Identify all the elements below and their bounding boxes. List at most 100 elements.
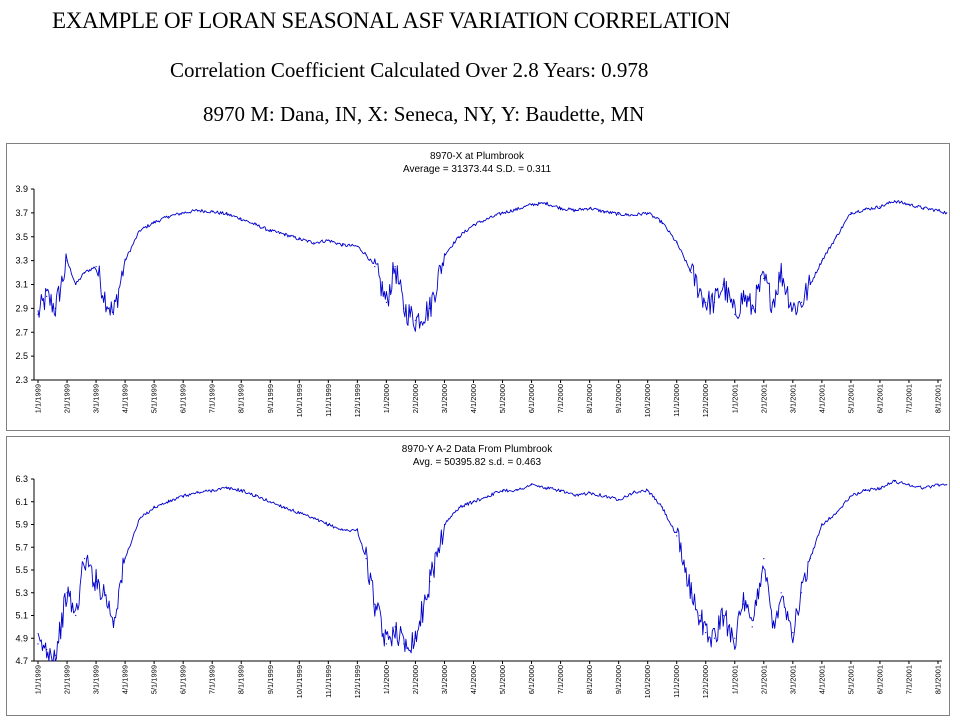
x-tick-label: 6/1/2000 (527, 384, 536, 413)
x-tick-label: 4/1/2001 (817, 384, 826, 413)
data-point (472, 224, 475, 226)
data-point (356, 245, 358, 247)
x-tick-label: 4/1/2001 (817, 665, 826, 694)
data-point (284, 233, 286, 235)
data-point (632, 214, 634, 216)
data-point (46, 649, 48, 651)
x-tick-label: 4/1/2000 (469, 384, 478, 413)
data-point (104, 295, 106, 297)
data-point (197, 492, 199, 494)
data-point (530, 203, 533, 206)
data-point (699, 614, 701, 617)
data-point (168, 215, 170, 218)
x-tick-label: 3/1/2000 (440, 665, 449, 694)
x-tick-label: 6/1/2001 (875, 665, 884, 694)
y-tick-label: 5.7 (15, 542, 28, 552)
chart-x-svg: 8970-X at Plumbrook Average = 31373.44 S… (15, 151, 948, 417)
data-point (472, 501, 475, 503)
x-tick-label: 4/1/2000 (469, 665, 478, 694)
data-point (821, 260, 823, 262)
data-point (240, 489, 242, 491)
data-point (139, 230, 141, 232)
data-point (946, 212, 948, 214)
chart-title: 8970-X at Plumbrook (430, 151, 525, 162)
x-tick-label: 2/1/2001 (759, 665, 768, 694)
data-point (443, 523, 446, 526)
data-point (429, 307, 431, 309)
y-tick-label: 3.7 (15, 208, 28, 218)
data-point (809, 558, 811, 560)
data-point (713, 637, 716, 639)
x-tick-label: 1/1/1999 (34, 384, 43, 413)
data-point (342, 244, 344, 246)
y-tick-label: 5.1 (15, 611, 28, 621)
data-point (269, 230, 271, 232)
data-point (690, 592, 692, 594)
data-point (734, 637, 736, 639)
x-tick-label: 3/1/2001 (788, 384, 797, 413)
data-point (414, 637, 416, 639)
data-point (530, 484, 533, 486)
x-tick-label: 7/1/2000 (556, 384, 565, 413)
x-tick-label: 5/1/2001 (846, 384, 855, 413)
y-tick-label: 6.3 (15, 474, 28, 484)
series-line (37, 200, 948, 332)
data-point (66, 260, 68, 262)
x-tick-label: 8/1/2000 (585, 384, 594, 413)
x-tick-label: 7/1/2001 (904, 665, 913, 694)
chart-panel-x: 8970-X at Plumbrook Average = 31373.44 S… (6, 143, 950, 431)
data-point (313, 518, 315, 520)
data-point (37, 313, 39, 315)
data-point (937, 209, 939, 212)
x-tick-label: 5/1/2000 (498, 384, 507, 413)
x-tick-label: 6/1/2000 (527, 665, 536, 694)
x-tick-label: 2/1/2000 (411, 665, 420, 694)
y-tick-label: 3.3 (15, 256, 28, 266)
x-tick-label: 8/1/1999 (237, 384, 246, 413)
data-point (893, 200, 896, 202)
data-point (374, 603, 376, 605)
data-point (792, 632, 794, 634)
data-point (771, 626, 774, 628)
data-point (394, 626, 396, 628)
chart-subtitle: Average = 31373.44 S.D. = 0.311 (403, 164, 552, 175)
data-point (487, 495, 489, 497)
x-tick-label: 3/1/1999 (92, 384, 101, 413)
data-point (83, 558, 86, 560)
x-tick-label: 8/1/2001 (934, 665, 943, 694)
x-tick-label: 11/1/2000 (672, 384, 681, 417)
data-point (835, 236, 838, 238)
data-point (574, 495, 576, 497)
data-point (835, 512, 838, 514)
x-tick-label: 1/1/1999 (34, 665, 43, 694)
data-point (356, 529, 358, 531)
data-point (211, 489, 213, 491)
x-tick-label: 7/1/1999 (208, 384, 217, 413)
data-point (722, 283, 724, 286)
x-tick-label: 7/1/2001 (904, 384, 913, 413)
data-point (46, 295, 48, 297)
chart-subtitle: Avg. = 50395.82 s.d. = 0.463 (413, 457, 542, 468)
data-point (487, 218, 489, 220)
data-point (75, 283, 77, 286)
x-tick-label: 12/1/2000 (701, 665, 710, 698)
data-point (124, 558, 126, 560)
data-point (414, 319, 416, 321)
data-point (327, 239, 329, 241)
data-point (313, 242, 315, 244)
data-point (560, 207, 562, 209)
x-tick-label: 12/1/2000 (701, 384, 710, 417)
data-point (763, 277, 765, 280)
data-point (589, 492, 591, 494)
data-point (298, 512, 300, 514)
data-point (501, 212, 504, 214)
chart-title: 8970-Y A-2 Data From Plumbrook (402, 444, 553, 455)
x-tick-label: 8/1/2001 (934, 384, 943, 413)
data-point (618, 498, 620, 501)
data-point (374, 266, 376, 268)
x-tick-label: 6/1/1999 (179, 665, 188, 694)
stations-subtitle: 8970 M: Dana, IN, X: Seneca, NY, Y: Baud… (203, 102, 645, 126)
y-tick-label: 3.9 (15, 184, 28, 194)
data-point (516, 489, 518, 491)
x-tick-label: 10/1/2000 (643, 384, 652, 417)
